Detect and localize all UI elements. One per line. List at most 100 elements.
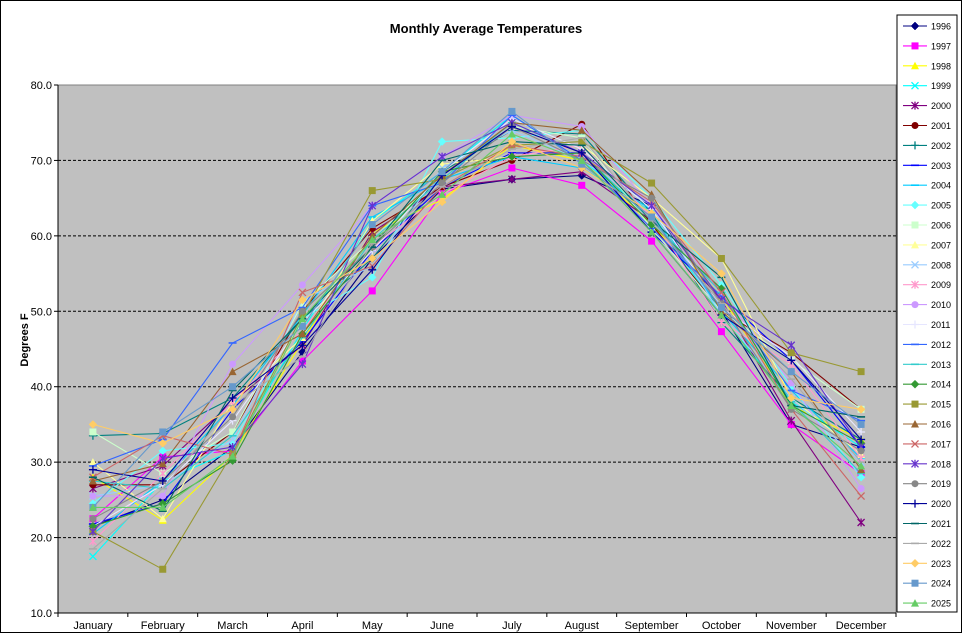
data-point <box>88 465 97 474</box>
legend-label: 2003 <box>931 161 951 171</box>
data-point <box>578 138 586 146</box>
legend-item: 2014 <box>903 380 951 390</box>
legend-item: 2011 <box>903 320 950 330</box>
x-tick-label: July <box>502 620 522 632</box>
legend-item: 2023 <box>903 559 951 569</box>
data-point <box>648 179 656 187</box>
data-point <box>88 537 97 546</box>
data-point <box>508 164 516 172</box>
x-tick-label: December <box>836 620 887 632</box>
legend-items: 1996 1997 1998 1999 2000 2001 2002 2003 2004 2005… <box>903 22 951 609</box>
data-point <box>856 404 866 414</box>
series-line <box>92 122 862 532</box>
legend-swatch-marker <box>910 379 920 389</box>
series-line <box>92 141 862 512</box>
data-point <box>787 341 796 350</box>
x-tick-label: August <box>565 620 599 632</box>
data-point <box>368 287 376 295</box>
data-point <box>159 565 167 573</box>
y-tick-label: 70.0 <box>31 155 52 167</box>
legend-label: 2009 <box>931 280 951 290</box>
data-point <box>787 349 795 357</box>
x-tick-label: April <box>291 620 313 632</box>
legend-item: 1999 <box>903 81 951 91</box>
data-point <box>507 137 517 146</box>
x-tick-label: November <box>766 620 817 632</box>
y-tick-label: 30.0 <box>31 457 52 469</box>
data-point <box>717 304 725 312</box>
legend-swatch-marker <box>911 400 919 408</box>
data-point <box>578 160 586 168</box>
legend-swatch-marker <box>911 439 919 448</box>
data-point <box>787 416 796 425</box>
legend-label: 1998 <box>931 61 951 71</box>
data-point <box>229 428 237 436</box>
legend-label: 2020 <box>931 499 951 509</box>
legend-label: 2000 <box>931 101 951 111</box>
legend-swatch-marker <box>911 81 919 90</box>
data-point <box>298 322 306 330</box>
x-tick-label: January <box>73 620 113 632</box>
legend-item: 1998 <box>903 61 951 71</box>
data-point <box>577 148 586 157</box>
data-point <box>298 360 307 369</box>
y-tick-label: 40.0 <box>31 382 52 394</box>
series-line <box>92 125 862 520</box>
data-point <box>298 295 307 305</box>
data-point <box>507 152 517 162</box>
data-point <box>88 477 97 485</box>
series-2025 <box>88 130 866 511</box>
data-point <box>298 288 307 297</box>
legend-label: 2017 <box>931 439 951 449</box>
data-point <box>158 503 167 511</box>
series-line <box>92 144 862 521</box>
data-point <box>717 254 725 262</box>
x-tick-label: June <box>430 620 454 632</box>
legend-item: 2022 <box>903 539 951 549</box>
legend-swatch-marker <box>911 499 919 508</box>
data-point <box>787 356 796 365</box>
data-point <box>857 420 865 428</box>
legend-item: 2021 <box>903 519 951 529</box>
legend-item: 2025 <box>903 599 951 609</box>
data-point <box>298 307 306 315</box>
data-point <box>88 552 97 561</box>
legend-swatch-marker <box>911 480 919 488</box>
data-point <box>89 492 97 500</box>
data-point <box>717 328 725 336</box>
data-point <box>158 459 167 468</box>
legend-swatch-marker <box>911 61 919 70</box>
legend-item: 2015 <box>903 400 951 410</box>
data-point <box>857 368 865 376</box>
legend-label: 2011 <box>931 320 950 330</box>
data-point <box>857 461 866 470</box>
data-point <box>856 472 866 482</box>
data-point <box>158 469 167 478</box>
data-point <box>228 394 237 403</box>
data-point <box>507 175 516 184</box>
legend-swatch-marker <box>910 558 920 568</box>
data-point <box>229 360 237 368</box>
x-tick-label: March <box>217 620 248 632</box>
legend-label: 2018 <box>931 459 951 469</box>
data-point <box>787 379 795 387</box>
legend-label: 2025 <box>931 599 951 609</box>
legend-label: 2010 <box>931 300 951 310</box>
legend-swatch-marker <box>911 42 919 50</box>
data-point <box>648 194 656 202</box>
legend-swatch-marker <box>911 280 919 289</box>
y-axis-label: Degrees F <box>19 313 31 366</box>
series-2019 <box>89 122 865 523</box>
legend-item: 2020 <box>903 499 951 509</box>
data-point <box>438 168 446 176</box>
data-point <box>437 197 447 207</box>
data-point <box>298 281 306 289</box>
data-point <box>857 485 865 493</box>
legend-item: 2004 <box>903 181 951 191</box>
data-point <box>89 515 97 523</box>
data-point <box>857 518 866 527</box>
legend-label: 2015 <box>931 400 951 410</box>
legend-label: 2019 <box>931 479 951 489</box>
legend-item: 2006 <box>903 221 951 231</box>
